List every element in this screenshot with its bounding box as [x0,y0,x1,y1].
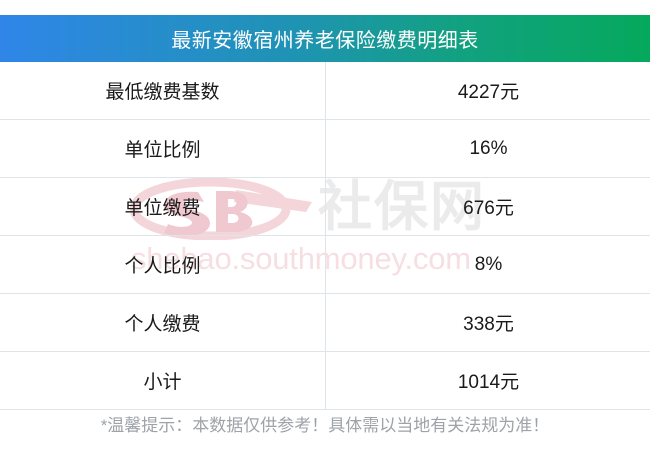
row-label: 单位缴费 [0,177,326,236]
table-row: 小计 1014元 [0,351,650,410]
page-title: 最新安徽宿州养老保险缴费明细表 [171,30,479,52]
row-label: 单位比例 [0,119,326,178]
row-value: 676元 [325,177,650,236]
disclaimer-note: *温馨提示：本数据仅供参考！具体需以当地有关法规为准！ [100,416,550,435]
row-label: 最低缴费基数 [0,62,326,120]
row-value: 1014元 [325,351,650,410]
table-row: 单位比例 16% [0,119,650,178]
table-row: 最低缴费基数 4227元 [0,62,650,120]
contribution-table: 最低缴费基数 4227元 单位比例 16% 单位缴费 676元 个人比例 8% … [0,62,650,410]
table-title-bar: 最新安徽宿州养老保险缴费明细表 [0,15,650,62]
row-value: 4227元 [325,62,650,120]
row-value: 8% [325,235,650,294]
row-value: 338元 [325,293,650,352]
table-row: 单位缴费 676元 [0,177,650,236]
row-label: 个人缴费 [0,293,326,352]
row-label: 个人比例 [0,235,326,294]
table-body: 最低缴费基数 4227元 单位比例 16% 单位缴费 676元 个人比例 8% … [0,62,650,410]
table-row: 个人比例 8% [0,235,650,294]
table-row: 个人缴费 338元 [0,293,650,352]
row-label: 小计 [0,351,326,410]
row-value: 16% [325,119,650,178]
